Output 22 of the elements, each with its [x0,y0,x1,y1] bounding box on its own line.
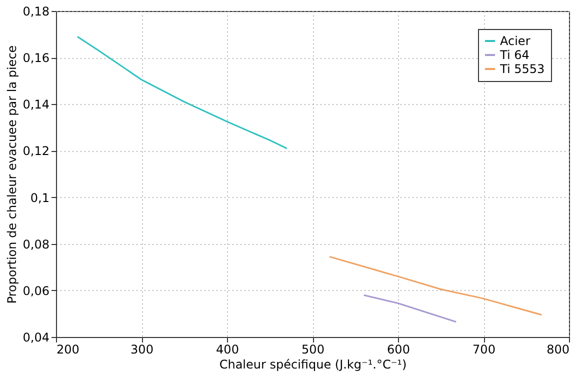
y-tick-label: 0,06 [22,284,50,298]
y-tick-label: 0,18 [22,4,50,18]
x-tick-label: 400 [216,342,239,356]
line-series [76,36,288,150]
x-tick-label: 800 [546,342,570,356]
y-tick-label: 0,1 [30,190,50,205]
x-tick-label: 600 [387,342,410,356]
y-tick-label: 0,14 [22,98,50,112]
x-tick-label: 500 [302,342,324,356]
y-axis-title: Proportion de chaleur evacuee par la piece [4,45,19,304]
x-tick-label: 300 [130,342,154,356]
y-tick-label: 0,16 [22,51,50,66]
legend-label: Ti 64 [499,48,530,62]
x-tick-label: 700 [472,342,496,356]
x-axis-title: Chaleur spécifique (J.kg⁻¹.°C⁻¹) [219,358,407,372]
legend-label: Ti 5553 [499,62,545,76]
legend-label: Acier [500,34,530,48]
x-tick-label: 200 [56,342,80,356]
y-tick-label: 0,08 [22,237,50,252]
line-series [328,256,542,316]
y-tick-label: 0,04 [22,330,50,344]
y-tick-label: 0,12 [22,144,50,158]
